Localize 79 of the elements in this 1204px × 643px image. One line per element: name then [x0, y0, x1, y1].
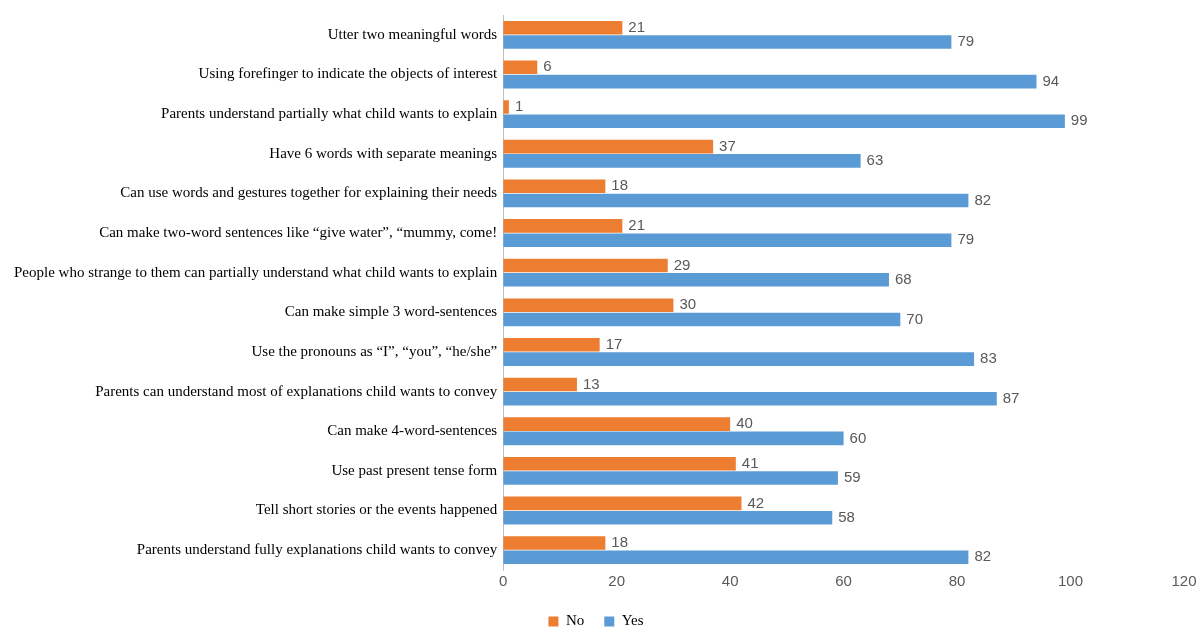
x-tick-label: 0	[499, 572, 508, 590]
y-tick-label: Can make 4-word-sentences	[327, 422, 498, 439]
y-tick-label: Utter two meaningful words	[327, 25, 498, 42]
x-tick-label: 40	[721, 572, 739, 590]
data-label: 82	[974, 547, 992, 565]
y-tick-label: Parents can understand most of explanations child wants to convey	[95, 382, 498, 399]
data-label: 79	[957, 230, 975, 248]
data-label: 79	[957, 32, 975, 50]
bar	[503, 273, 889, 287]
bar	[503, 154, 861, 168]
bar	[503, 74, 1037, 89]
bar	[503, 193, 969, 208]
data-label: 13	[582, 374, 600, 392]
bar	[503, 114, 1065, 129]
y-tick-label: Use the pronouns as “I”, “you”, “he/she”	[251, 342, 498, 359]
data-label: 6	[543, 57, 552, 75]
x-tick-label: 20	[608, 572, 626, 590]
bar	[503, 298, 674, 312]
data-label: 70	[906, 309, 924, 327]
bar	[503, 139, 714, 154]
data-label: 94	[1042, 71, 1060, 89]
data-label: 29	[673, 255, 691, 273]
bar	[503, 233, 952, 247]
y-tick-label: Tell short stories or the events happened	[255, 501, 498, 518]
data-label: 21	[628, 216, 646, 234]
data-label: 87	[1002, 388, 1020, 406]
bar	[503, 431, 844, 446]
y-tick-label: Can use words and gestures together for explaining their needs	[120, 184, 498, 201]
x-tick-label: 100	[1058, 572, 1084, 590]
data-label: 42	[747, 493, 765, 511]
bar	[503, 60, 538, 75]
bar	[503, 352, 975, 366]
bar	[503, 471, 838, 485]
legend-label: Yes	[621, 612, 644, 629]
bar	[503, 100, 509, 114]
data-label: 99	[1070, 111, 1088, 129]
data-label: 40	[736, 414, 753, 432]
data-label: 37	[719, 136, 736, 154]
bar	[503, 456, 736, 471]
bar	[503, 550, 969, 565]
data-label: 17	[605, 334, 623, 352]
bar	[503, 258, 668, 273]
bar	[503, 20, 623, 35]
bar	[503, 219, 623, 233]
x-tick-label: 120	[1171, 572, 1197, 590]
bar	[503, 417, 731, 431]
x-tick-label: 80	[948, 572, 966, 590]
y-tick-label: People who strange to them can partially understand what child wants to explain	[13, 263, 498, 280]
x-tick-label: 60	[835, 572, 852, 590]
y-tick-label: Can make two-word sentences like “give water”, “mummy, come!	[99, 223, 498, 240]
bar	[503, 391, 997, 406]
data-label: 63	[866, 151, 884, 169]
bar	[503, 312, 901, 327]
bar	[503, 338, 600, 352]
y-tick-label: Parents understand partially what child wants to explain	[161, 105, 498, 122]
data-label: 18	[611, 533, 629, 551]
data-label: 1	[514, 97, 524, 115]
y-tick-label: Have 6 words with separate meanings	[269, 144, 498, 161]
data-label: 60	[849, 428, 867, 446]
bar	[503, 536, 606, 550]
data-label: 59	[843, 468, 861, 486]
data-label: 83	[980, 349, 997, 367]
bar	[503, 35, 952, 49]
bar	[503, 179, 606, 194]
data-label: 68	[894, 269, 912, 287]
data-label: 82	[974, 190, 992, 208]
y-tick-label: Use past present tense form	[331, 461, 498, 478]
bar	[503, 377, 577, 392]
legend-label: No	[565, 612, 585, 629]
data-label: 58	[838, 507, 855, 525]
y-tick-label: Parents understand fully explanations child wants to convey	[136, 541, 498, 558]
bar	[503, 510, 833, 525]
data-label: 21	[628, 17, 646, 35]
data-label: 18	[611, 176, 629, 194]
y-tick-label: Using forefinger to indicate the objects of interest	[198, 65, 499, 82]
y-tick-label: Can make simple 3 word-sentences	[284, 303, 498, 320]
data-label: 41	[741, 453, 759, 471]
data-label: 30	[679, 295, 697, 313]
bar	[503, 496, 742, 511]
